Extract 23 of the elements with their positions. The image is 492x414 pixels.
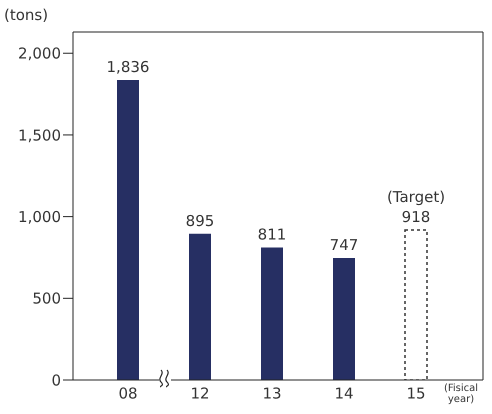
x-tick-label: 15	[406, 384, 426, 403]
bar	[189, 234, 211, 380]
y-tick-label: 1,000	[18, 208, 61, 226]
y-tick-label: 500	[32, 290, 61, 308]
data-label: 895	[186, 212, 214, 230]
x-tick-label: 13	[262, 384, 282, 403]
bar	[117, 80, 139, 380]
x-tick-label: 14	[334, 384, 354, 403]
bar	[404, 229, 428, 380]
y-axis-title: (tons)	[4, 6, 48, 24]
data-label: 918	[402, 208, 430, 226]
bar	[333, 258, 355, 380]
annotation: (Target)	[386, 188, 446, 206]
data-label: 747	[330, 236, 358, 254]
bar	[261, 248, 283, 380]
data-label: 811	[258, 226, 286, 244]
data-label: 1,836	[106, 58, 150, 76]
x-tick-label: 12	[190, 384, 210, 403]
x-axis-title: (Fisical year)	[442, 383, 480, 405]
y-tick-label: 2,000	[18, 44, 61, 63]
y-tick-label: 1,500	[18, 126, 61, 144]
y-tick-label: 0	[51, 371, 61, 390]
x-tick-label: 08	[118, 384, 138, 403]
